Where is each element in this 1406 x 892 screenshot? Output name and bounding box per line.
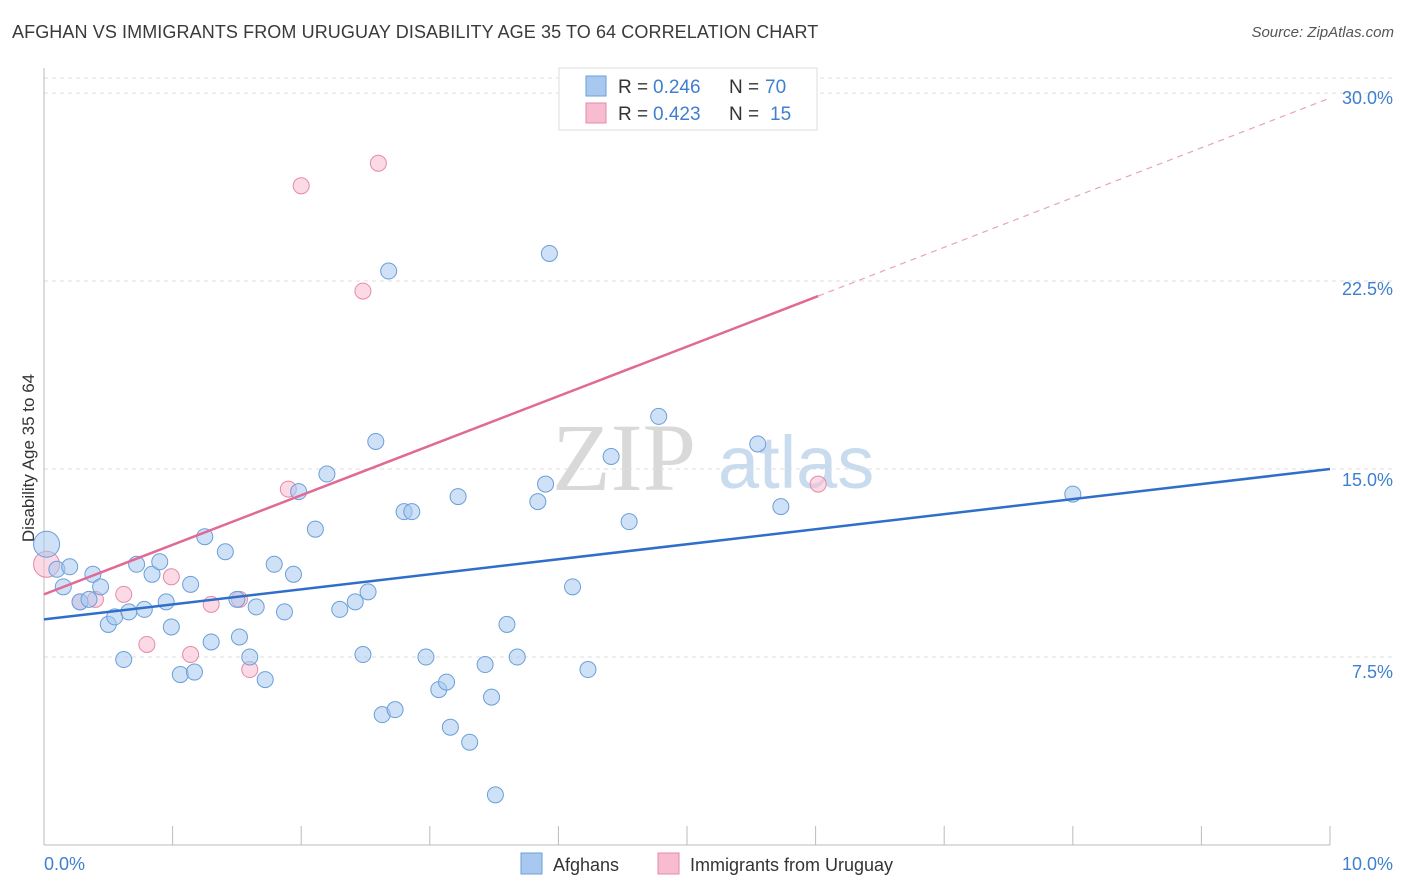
afghans-trend-line: [43, 467, 1331, 621]
afghans-point-41: [380, 262, 398, 280]
watermark-atlas: atlas: [718, 421, 874, 504]
legend-r-label-uruguay: R =: [618, 104, 653, 125]
afghans-point-29: [265, 555, 283, 573]
afghans-point-55: [508, 648, 526, 666]
y-tick-label-15: 15.0%: [1342, 470, 1393, 490]
bottom-legend: Afghans Immigrants from Uruguay: [520, 852, 893, 875]
afghans-point-42: [386, 701, 404, 719]
afghans-point-19: [182, 575, 200, 593]
x-tick-marks: [43, 826, 1331, 845]
afghans-point-54: [498, 615, 516, 633]
uruguay-point-11: [292, 177, 310, 195]
afghans-point-27: [247, 598, 265, 616]
top-legend: R = 0.246 N = 70 R = 0.423 N = 15: [558, 67, 818, 131]
afghans-point-50: [461, 733, 479, 751]
y-tick-label-30: 30.0%: [1342, 88, 1393, 108]
legend-swatch-afghans: [585, 75, 607, 97]
afghans-point-62: [620, 513, 638, 531]
afghans-point-25: [230, 628, 248, 646]
afghans-point-58: [540, 244, 558, 262]
afghans-point-30: [275, 603, 293, 621]
afghans-point-48: [441, 718, 459, 736]
afghans-point-64: [749, 435, 767, 453]
afghans-point-33: [306, 520, 324, 538]
afghans-point-61: [602, 448, 620, 465]
afghans-point-15: [151, 553, 169, 571]
y-tick-label-7-5: 7.5%: [1352, 662, 1393, 682]
legend-r-value-uruguay: 0.423: [653, 104, 701, 125]
afghans-point-3: [61, 558, 79, 576]
afghans-point-22: [202, 633, 220, 651]
afghans-point-0: [33, 530, 61, 558]
grid-layer: [44, 77, 1392, 658]
legend-swatch-uruguay: [585, 102, 607, 124]
afghans-point-35: [331, 600, 349, 618]
legend-n-label-uruguay: N =: [729, 104, 764, 125]
afghans-point-17: [162, 618, 180, 636]
bottom-legend-swatch-uruguay: [657, 852, 680, 875]
afghans-point-11: [120, 603, 138, 621]
afghans-point-7: [92, 578, 110, 596]
afghans-point-14: [143, 565, 161, 583]
afghans-point-39: [367, 432, 385, 450]
afghans-point-44: [403, 503, 421, 521]
afghans-point-47: [438, 673, 456, 691]
legend-r-value-afghans: 0.246: [653, 77, 701, 98]
uruguay-point-12: [354, 282, 372, 300]
uruguay-trend-line-extension: [817, 97, 1331, 297]
afghans-point-38: [359, 583, 377, 601]
afghans-point-34: [318, 465, 336, 483]
afghans-point-23: [216, 543, 234, 561]
uruguay-point-6: [182, 646, 200, 664]
afghans-point-37: [354, 646, 372, 664]
afghans-point-16: [157, 593, 175, 611]
afghans-point-5: [80, 590, 98, 608]
afghans-point-59: [564, 578, 582, 596]
afghans-point-60: [579, 661, 597, 679]
afghans-point-51: [476, 656, 494, 674]
afghans-point-52: [483, 688, 501, 706]
afghans-point-26: [241, 648, 259, 666]
x-tick-label-min: 0.0%: [44, 854, 85, 874]
afghans-point-45: [417, 648, 435, 666]
afghans-point-28: [256, 671, 274, 689]
afghans-point-49: [449, 488, 467, 506]
afghans-point-63: [650, 407, 668, 425]
uruguay-point-4: [138, 635, 156, 653]
afghans-point-24: [228, 590, 246, 608]
legend-n-label-afghans: N =: [729, 77, 764, 98]
uruguay-point-5: [162, 568, 180, 586]
legend-r-label-afghans: R =: [618, 77, 653, 98]
uruguay-point-3: [115, 585, 133, 603]
y-tick-label-22-5: 22.5%: [1342, 279, 1393, 299]
afghans-point-65: [772, 498, 790, 516]
bottom-legend-label-afghans: Afghans: [553, 855, 619, 875]
watermark-zip: ZIP: [552, 404, 696, 511]
afghans-point-56: [529, 493, 547, 511]
legend-n-value-afghans: 70: [765, 77, 786, 98]
x-tick-label-max: 10.0%: [1342, 854, 1393, 874]
uruguay-point-14: [809, 475, 827, 493]
afghans-point-18: [171, 666, 189, 684]
uruguay-trend-line: [43, 294, 819, 596]
bottom-legend-label-uruguay: Immigrants from Uruguay: [690, 855, 893, 875]
y-axis-title: Disability Age 35 to 64: [19, 374, 38, 542]
afghans-point-57: [537, 475, 555, 493]
bottom-legend-swatch-afghans: [520, 852, 543, 875]
source-label: Source: ZipAtlas.com: [1251, 24, 1394, 41]
afghans-point-31: [284, 565, 302, 583]
uruguay-point-13: [369, 154, 387, 172]
points-layer: [33, 154, 1082, 804]
afghans-point-53: [486, 786, 504, 804]
chart-title: AFGHAN VS IMMIGRANTS FROM URUGUAY DISABI…: [12, 22, 819, 42]
afghans-point-20: [185, 663, 203, 681]
afghans-point-36: [346, 593, 364, 611]
afghans-point-10: [115, 651, 133, 669]
legend-n-value-uruguay: 15: [770, 104, 791, 125]
